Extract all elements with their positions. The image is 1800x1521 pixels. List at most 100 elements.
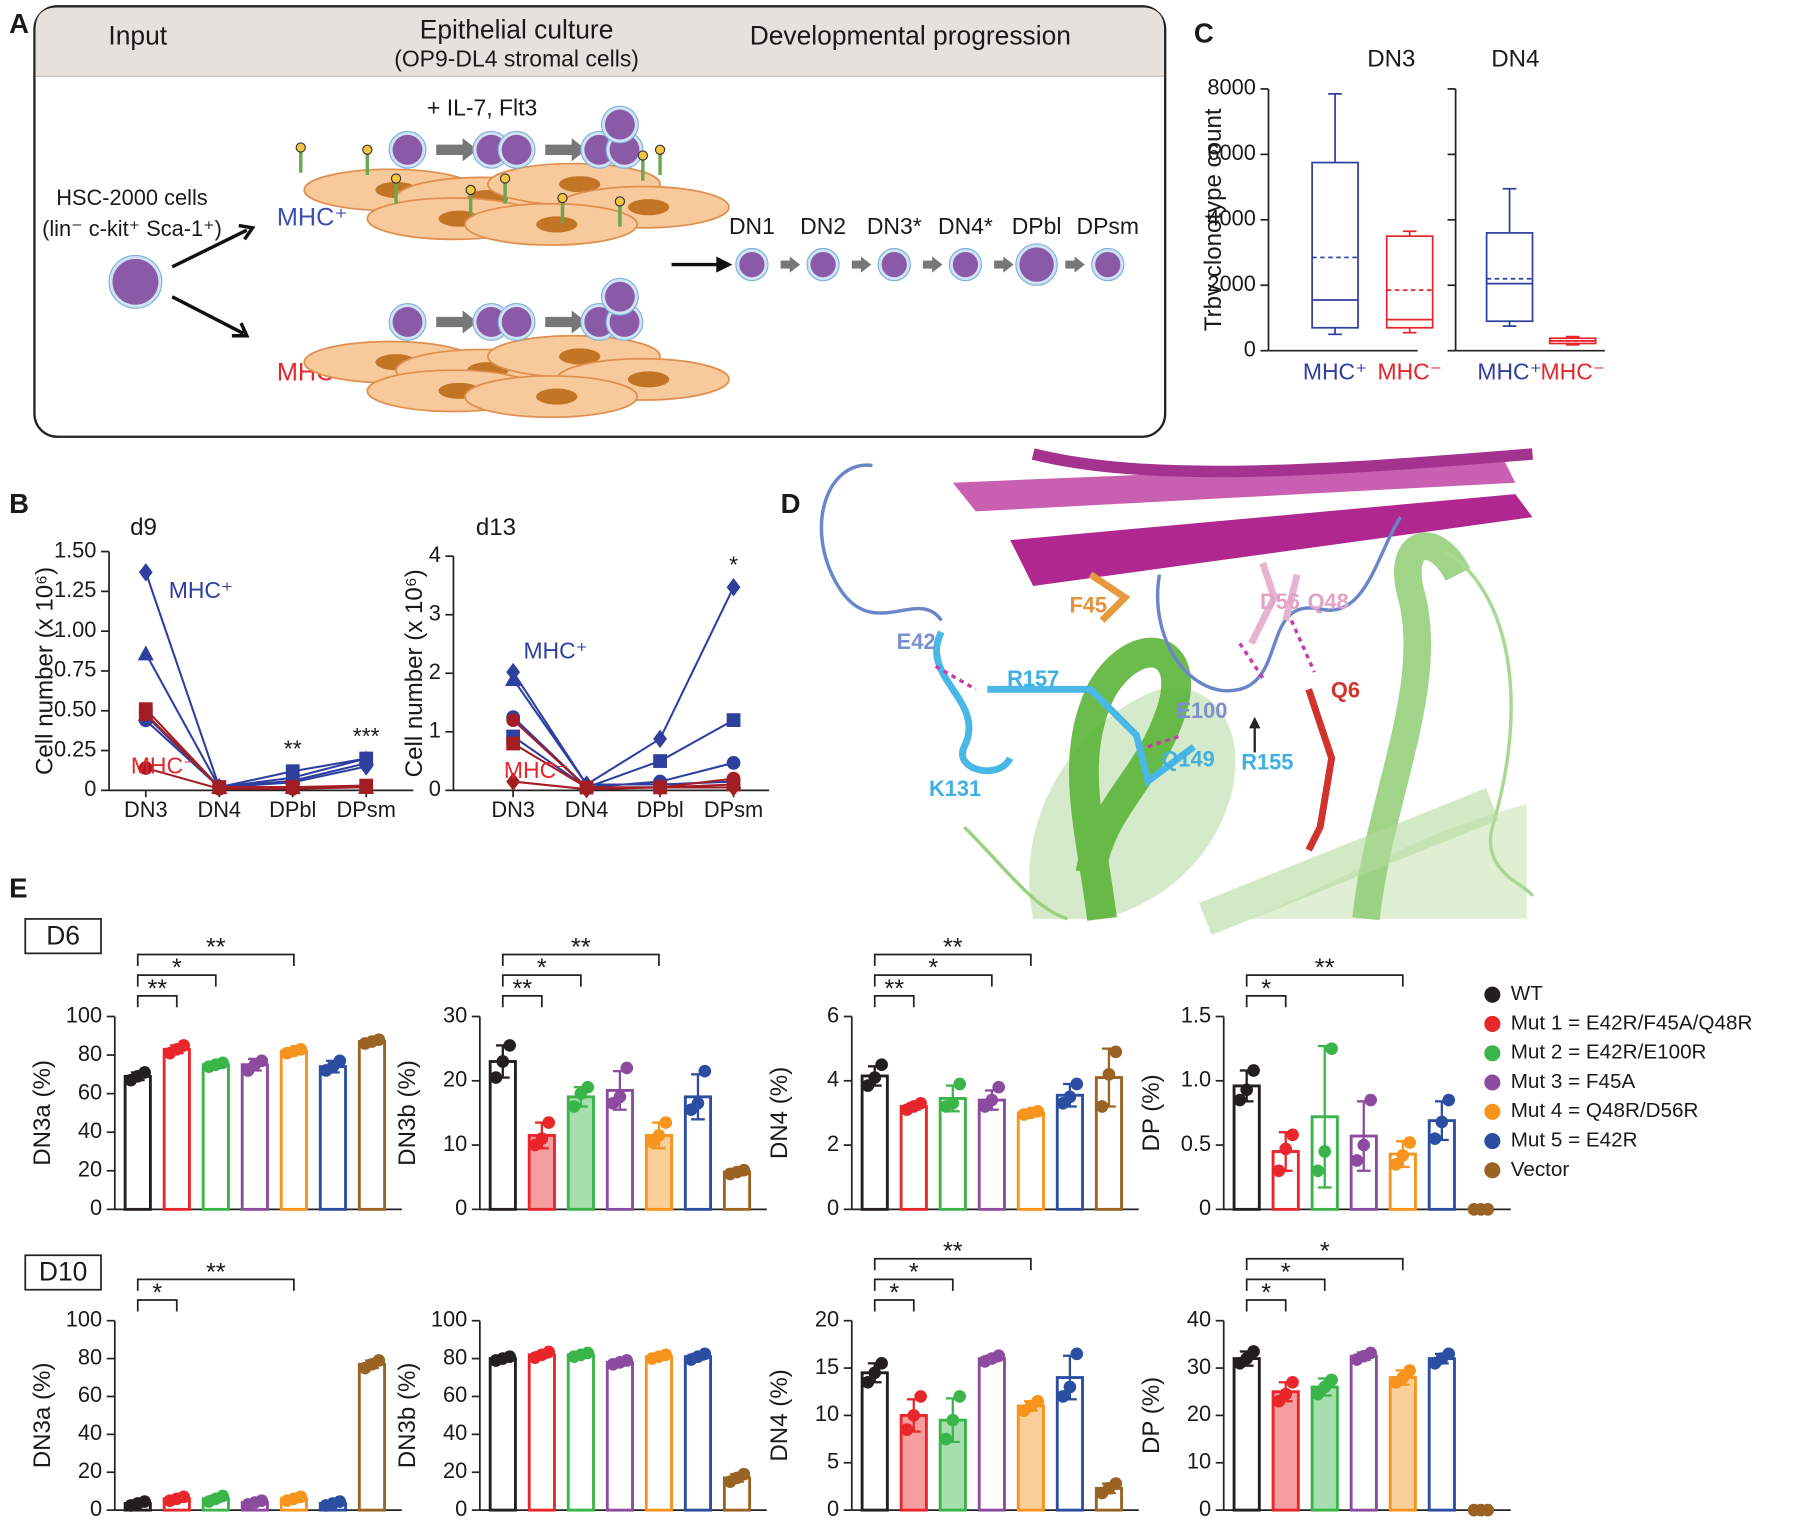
y-tick-label: 8000 xyxy=(1207,75,1256,100)
panel-a-header xyxy=(35,7,1165,77)
cell xyxy=(881,251,907,278)
annotation: MHC⁺ xyxy=(169,577,233,603)
data-point xyxy=(503,1039,517,1052)
data-point xyxy=(939,1432,953,1446)
y-axis-label: Cell number (x 10⁶) xyxy=(31,567,58,775)
significance: * xyxy=(537,954,547,982)
arrow xyxy=(171,295,250,338)
y-tick-label: 3 xyxy=(429,600,441,625)
y-tick-label: 40 xyxy=(78,1420,102,1445)
data-point xyxy=(1442,1347,1456,1361)
significance: * xyxy=(1281,1258,1291,1286)
y-tick-label: 80 xyxy=(78,1041,102,1066)
peptide xyxy=(557,192,568,204)
significance-bracket xyxy=(501,953,660,966)
gray-arrowhead xyxy=(789,256,801,273)
y-axis-label: Cell number (x 10⁶) xyxy=(401,569,428,777)
data-point xyxy=(1109,1045,1123,1059)
significance-bracket xyxy=(1245,1299,1287,1312)
y-axis-label: DP (%) xyxy=(1138,1377,1165,1454)
series-line xyxy=(512,719,735,789)
data-point xyxy=(914,1390,927,1403)
cytokines: + IL-7, Flt3 xyxy=(427,95,537,121)
data-point xyxy=(1428,1132,1442,1145)
nucleus xyxy=(536,216,578,233)
marker xyxy=(726,578,741,597)
row-label-box xyxy=(24,918,102,955)
stage-label: DN2 xyxy=(800,213,846,239)
y-tick-label: 6 xyxy=(827,1002,839,1027)
y-tick-label: 1.5 xyxy=(1181,1002,1211,1027)
legend-swatch xyxy=(1484,1103,1501,1120)
bar xyxy=(527,1353,556,1512)
data-point xyxy=(907,1409,921,1422)
significance: * xyxy=(729,552,738,578)
arrowhead xyxy=(716,256,733,273)
data-point xyxy=(535,1132,549,1145)
y-tick-label: 0 xyxy=(1199,1195,1211,1220)
y-tick-label: 80 xyxy=(443,1344,467,1369)
bar xyxy=(1349,1354,1378,1512)
data-point xyxy=(875,1058,888,1072)
y-tick-label: 100 xyxy=(431,1306,467,1331)
chart-title: d9 xyxy=(130,514,157,541)
column-header: Epithelial culture xyxy=(420,15,614,45)
marker xyxy=(506,713,521,727)
legend-swatch xyxy=(1484,1045,1501,1062)
series-line xyxy=(145,719,367,789)
x-tick-label: DN4 xyxy=(197,797,241,822)
nucleus xyxy=(536,388,578,405)
marker xyxy=(137,645,154,661)
bar xyxy=(566,1353,595,1512)
stage-label: DN4* xyxy=(938,213,993,239)
marker xyxy=(726,778,741,797)
nucleus xyxy=(627,199,670,216)
gray-arrowhead xyxy=(571,310,587,334)
cell xyxy=(584,134,615,165)
data-point xyxy=(900,1423,914,1436)
x-tick-label: MHC⁺ xyxy=(1303,359,1367,385)
peptide xyxy=(362,144,373,155)
annotation: MHC⁺ xyxy=(523,638,587,664)
cell xyxy=(501,307,532,337)
marker xyxy=(653,754,667,768)
data-point xyxy=(953,1077,967,1091)
data-point xyxy=(1389,1158,1403,1171)
data-point xyxy=(620,1354,634,1367)
data-point xyxy=(946,1096,960,1110)
cell xyxy=(392,307,423,337)
data-point xyxy=(1325,1042,1338,1055)
y-tick-label: 0 xyxy=(1199,1496,1211,1521)
data-point xyxy=(581,1080,595,1094)
data-point xyxy=(1286,1128,1299,1142)
data-point xyxy=(1350,1154,1364,1167)
significance-bracket xyxy=(136,1299,178,1312)
significance-bracket xyxy=(501,974,582,987)
bar xyxy=(162,1047,191,1211)
cell xyxy=(604,281,635,312)
y-tick-label: 1.50 xyxy=(54,537,96,562)
data-point xyxy=(496,1055,510,1068)
x-tick-label: MHC⁺ xyxy=(1477,359,1541,385)
column-header: Developmental progression xyxy=(750,20,1071,50)
annotation: MHC⁻ xyxy=(504,757,568,783)
y-tick-label: 0 xyxy=(1244,336,1256,361)
cell xyxy=(501,134,532,165)
y-tick-label: 40 xyxy=(78,1118,102,1143)
significance-bracket xyxy=(1245,974,1404,987)
y-axis-label: DN3b (%) xyxy=(394,1363,421,1469)
stage-label: DPsm xyxy=(1077,213,1139,239)
gray-arrowhead xyxy=(571,138,587,162)
significance: ** xyxy=(206,1258,226,1286)
x-tick-label: DN4 xyxy=(565,797,609,822)
x-tick-label: MHC⁻ xyxy=(1378,359,1442,385)
y-tick-label: 1 xyxy=(429,718,441,743)
significance-bracket xyxy=(873,953,1032,966)
data-point xyxy=(255,1494,269,1507)
data-point xyxy=(659,1348,673,1362)
significance: ** xyxy=(884,975,904,1003)
series-line xyxy=(145,767,367,790)
significance-bracket xyxy=(136,953,295,966)
marker xyxy=(137,705,154,721)
bar xyxy=(860,1074,889,1211)
